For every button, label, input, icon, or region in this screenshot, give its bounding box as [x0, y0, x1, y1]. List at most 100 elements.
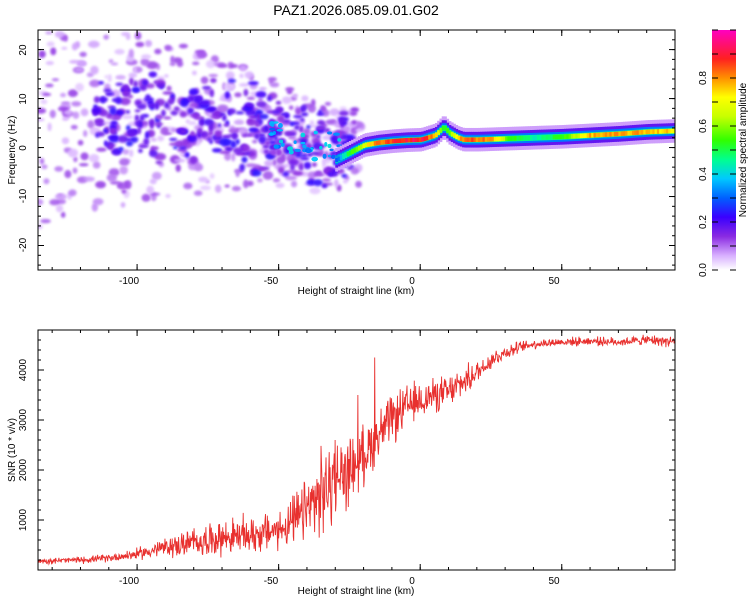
- spectrogram-cell: [163, 116, 172, 120]
- spectrogram-ridge-core: [376, 140, 379, 146]
- spectrogram-cell: [122, 149, 130, 155]
- spectrogram-cell: [282, 119, 291, 124]
- spectrogram-cell: [110, 128, 117, 135]
- spectrogram-cell: [132, 80, 139, 88]
- spectrogram-cell: [174, 158, 186, 163]
- spectrogram-ridge-core: [453, 133, 456, 138]
- spectrogram-cell: [269, 127, 276, 131]
- spectrogram-ridge-core: [668, 128, 672, 134]
- spectrogram-cell: [233, 119, 245, 125]
- spectrogram-xlabel: Height of straight line (km): [298, 286, 415, 297]
- spectrogram-cell: [134, 109, 141, 113]
- spectrogram-cell: [67, 148, 79, 158]
- spectrogram-ridge-core: [530, 135, 533, 141]
- spectrogram-cell: [175, 164, 181, 173]
- spectrogram-ridge-core: [387, 139, 391, 144]
- spectrogram-ridge-core: [344, 152, 348, 158]
- spectrogram-cell: [336, 184, 342, 192]
- spectrogram-ridge-core: [491, 136, 495, 142]
- spectrogram-cell: [299, 154, 307, 158]
- spectrogram-cell: [258, 167, 266, 172]
- spectrogram-cell: [191, 70, 197, 76]
- spectrogram-frame: [37, 29, 676, 271]
- spectrogram-ridge-core: [432, 133, 436, 139]
- snr-ytick-label: 3000: [18, 408, 29, 431]
- snr-ytick-label: 4000: [18, 358, 29, 381]
- spectrogram-cell: [142, 113, 150, 118]
- spectrogram-cell: [115, 109, 124, 116]
- spectrogram-cell: [173, 106, 180, 112]
- spectrogram-cell: [135, 41, 145, 48]
- spectrogram-cell: [161, 109, 166, 117]
- spectrogram-cell: [338, 110, 349, 117]
- spectrogram-ytick-label: -10: [18, 188, 29, 203]
- spectrogram-cell: [103, 140, 108, 147]
- spectrogram-ridge-core: [471, 137, 475, 143]
- spectrogram-cell: [327, 131, 333, 135]
- spectrogram-cell: [119, 165, 128, 175]
- spectrogram-cell: [198, 176, 209, 183]
- spectrogram-ridge-core: [534, 135, 538, 141]
- spectrogram-cell: [293, 114, 303, 119]
- spectrogram-cell: [199, 185, 211, 191]
- spectrogram-ridge-core: [342, 153, 345, 159]
- spectrogram-cell: [172, 146, 178, 150]
- spectrogram-ridge-core: [604, 132, 608, 137]
- spectrogram-cell: [120, 202, 126, 208]
- spectrogram-cell: [235, 110, 245, 115]
- spectrogram-ridge-core: [570, 133, 574, 139]
- spectrogram-cell: [137, 126, 142, 135]
- spectrogram-cell: [241, 156, 248, 163]
- spectrogram-cell: [268, 132, 275, 136]
- spectrogram-xtick-label: -50: [264, 276, 279, 287]
- spectrogram-cell: [185, 119, 190, 124]
- spectrogram-cell: [239, 73, 244, 79]
- spectrogram-ridge-core: [568, 134, 572, 139]
- spectrogram-cell: [275, 149, 282, 156]
- spectrogram-cell: [275, 182, 285, 189]
- spectrogram-panel: -100 -50 0 50 -20 -10 0 10 20 Height of …: [7, 29, 676, 297]
- spectrogram-xtick-label: 0: [409, 276, 415, 287]
- spectrogram-cell: [144, 40, 153, 48]
- spectrogram-cell: [80, 108, 89, 117]
- spectrogram-cell: [178, 146, 187, 150]
- spectrogram-cell: [267, 77, 277, 82]
- spectrogram-ridge-core: [421, 137, 425, 142]
- spectrogram-ridge-core: [641, 129, 644, 135]
- spectrogram-ridge-core: [550, 134, 554, 140]
- spectrogram-cell: [187, 134, 198, 143]
- spectrogram-cell: [61, 117, 69, 121]
- spectrogram-ticks: [38, 29, 676, 270]
- spectrogram-cell: [147, 103, 158, 109]
- spectrogram-cell: [110, 62, 119, 66]
- spectrogram-ridge-core: [405, 137, 409, 143]
- colorbar-label: Normalized spectral amplitude: [738, 82, 749, 217]
- spectrogram-ridge-core: [618, 131, 622, 137]
- spectrogram-ridge-core: [430, 134, 434, 139]
- spectrogram-cell: [107, 74, 112, 83]
- spectrogram-cell: [292, 170, 304, 177]
- spectrogram-cell: [309, 187, 321, 195]
- spectrogram-cell: [275, 100, 282, 105]
- spectrogram-ridge-core: [638, 130, 642, 135]
- spectrogram-ridge-core: [398, 138, 402, 144]
- spectrogram-ridge-core: [475, 137, 479, 143]
- spectrogram-cell: [170, 93, 175, 99]
- spectrogram-cell: [246, 103, 255, 107]
- spectrogram-cell: [140, 58, 150, 66]
- spectrogram-ridge-core: [355, 146, 359, 152]
- spectrogram-cell: [269, 82, 280, 88]
- spectrogram-cell: [207, 131, 214, 136]
- spectrogram-cell: [151, 171, 162, 180]
- colorbar-tick-label: 0.0: [698, 263, 709, 277]
- spectrogram-ridge-core: [600, 132, 604, 138]
- spectrogram-cell: [109, 107, 117, 115]
- spectrogram-cell: [338, 117, 345, 125]
- spectrogram-cell: [41, 164, 48, 170]
- spectrogram-ridge-core: [385, 139, 388, 145]
- spectrogram-cell: [38, 50, 46, 58]
- spectrogram-cell: [103, 88, 112, 93]
- spectrogram-cell: [134, 114, 140, 122]
- spectrogram-cell: [321, 159, 327, 168]
- spectrogram-cell: [209, 89, 215, 98]
